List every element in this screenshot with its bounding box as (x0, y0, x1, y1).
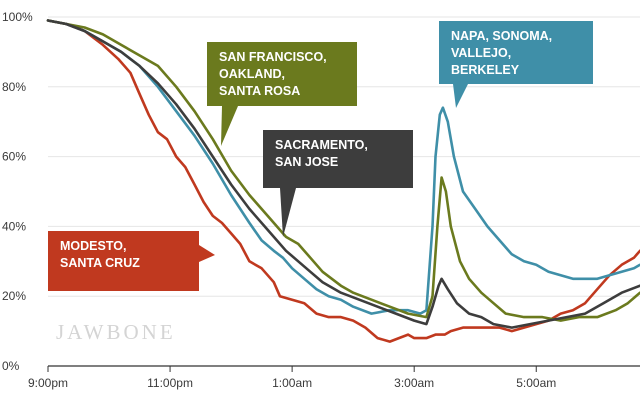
callout: MODESTO, SANTA CRUZ (48, 231, 215, 291)
series-lines (46, 19, 640, 343)
callout-label: OAKLAND, (219, 67, 285, 81)
y-tick-label: 0% (2, 359, 20, 373)
callout-pointer (453, 84, 468, 108)
callout: NAPA, SONOMA, VALLEJO, BERKELEY (439, 21, 593, 108)
y-tick-label: 40% (2, 219, 26, 233)
axes: 0% 20% 40% 60% 80% 100% 9:00pm 11:00pm 1:00am 3:0… (2, 10, 640, 390)
callout-box (207, 42, 357, 106)
series-line (46, 19, 640, 322)
callout-label: SAN FRANCISCO, (219, 50, 327, 64)
callout: SAN FRANCISCO, OAKLAND, SANTA ROSA (207, 42, 357, 146)
y-tick-label: 20% (2, 289, 26, 303)
watermark-logo: JAWBONE (56, 320, 176, 344)
x-tick-label: 11:00pm (147, 376, 193, 390)
callout-label: SACRAMENTO, (275, 138, 368, 152)
callout-pointer (199, 245, 215, 262)
y-tick-label: 100% (2, 10, 33, 24)
x-tick-label: 3:00am (394, 376, 434, 390)
callout-box (439, 21, 593, 84)
callout-pointer (221, 106, 238, 146)
x-tick-label: 5:00am (516, 376, 556, 390)
series-line (46, 19, 640, 329)
x-tick-label: 1:00am (272, 376, 312, 390)
callout-label: SANTA CRUZ (60, 256, 140, 270)
callout: SACRAMENTO, SAN JOSE (263, 130, 413, 237)
callout-label: SANTA ROSA (219, 84, 300, 98)
callout-label: VALLEJO, (451, 46, 511, 60)
y-tick-label: 80% (2, 80, 26, 94)
callouts: SAN FRANCISCO, OAKLAND, SANTA ROSA NAPA, SO… (48, 21, 593, 291)
callout-box (48, 231, 199, 291)
callout-box (263, 130, 413, 188)
callout-pointer (280, 188, 296, 237)
callout-label: MODESTO, (60, 239, 126, 253)
y-tick-label: 60% (2, 150, 26, 164)
callout-label: BERKELEY (451, 63, 520, 77)
x-tick-label: 9:00pm (28, 376, 68, 390)
series-line (46, 19, 640, 315)
callout-label: SAN JOSE (275, 155, 338, 169)
callout-label: NAPA, SONOMA, (451, 29, 552, 43)
